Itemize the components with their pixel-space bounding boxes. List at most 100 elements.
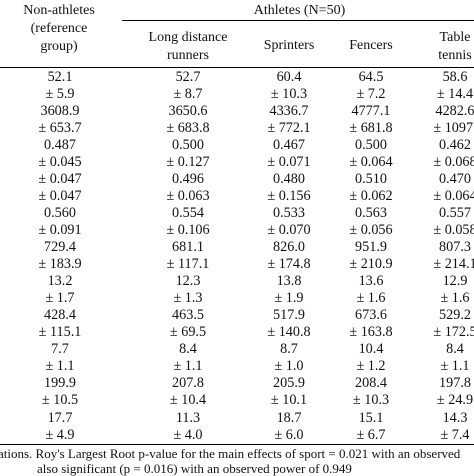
table-cell: ± 14.4: [436, 85, 474, 102]
table-cell: ± 0.064: [433, 187, 474, 204]
header-non-athletes-line-1: Non-athletes: [23, 3, 95, 18]
table-cell: 951.9: [355, 239, 387, 255]
table-cell: ± 0.064: [349, 153, 393, 170]
table-cell: ± 6.0: [274, 426, 304, 443]
header-col-long-distance-line-2: runners: [167, 48, 209, 63]
table-cell: 207.8: [172, 375, 204, 392]
table-cell: 0.467: [273, 136, 305, 153]
table-cell: ± 10.1: [270, 392, 308, 409]
table-cell: 3608.9: [40, 102, 80, 119]
table-cell: 11.3: [175, 409, 201, 426]
table-cell: 10.4: [358, 341, 384, 358]
table-cell: ± 0.106: [166, 221, 210, 238]
table-cell: ± 1.0: [274, 358, 304, 375]
table-cell: 0.500: [355, 136, 387, 153]
table-cell: ± 0.045: [38, 153, 82, 170]
table-cell: 58.6: [442, 68, 468, 85]
table-cell: 4282.6: [435, 102, 474, 119]
table-cell: 0.563: [355, 204, 387, 221]
athletes-group-rule: [122, 20, 474, 21]
table-cell: 826.0: [273, 239, 305, 255]
table-cell: ± 117.1: [166, 256, 210, 273]
table-cell: ± 1.2: [356, 358, 386, 375]
header-athletes-group: Athletes (N=50): [253, 3, 346, 18]
table-cell: ± 115.1: [38, 324, 82, 341]
table-cell: ± 0.056: [349, 221, 393, 238]
table-cell: ± 140.8: [267, 324, 311, 341]
table-cell: ± 7.4: [440, 426, 470, 443]
table-cell: 0.533: [273, 204, 305, 221]
table-cell: 13.2: [47, 273, 73, 290]
header-col-sprinters-line-1: Sprinters: [263, 38, 315, 53]
table-cell: 8.7: [280, 341, 298, 358]
table-cell: 8.4: [446, 341, 464, 358]
table-cell: ± 772.1: [267, 119, 311, 136]
table-cell: ± 1.1: [173, 358, 203, 375]
table-cell: ± 5.9: [45, 85, 75, 102]
table-cell: 17.7: [47, 409, 73, 426]
table-cell: 0.470: [439, 170, 471, 187]
table-cell: 463.5: [172, 307, 204, 324]
table-cell: ± 0.062: [349, 187, 393, 204]
table-cell: ± 0.071: [267, 153, 311, 170]
header-col-table-tennis: Table tennis: [417, 29, 474, 65]
header-non-athletes: Non-athletes (reference group): [0, 2, 118, 56]
table-cell: ± 0.058: [433, 221, 474, 238]
table-cell: 3650.6: [168, 102, 208, 119]
table-cell: 807.3: [439, 239, 471, 255]
table-cell: 199.9: [44, 375, 76, 392]
table-cell: 12.3: [175, 273, 201, 290]
table-cell: ± 10.4: [169, 392, 207, 409]
table-cell: ± 681.8: [349, 119, 393, 136]
table-cell: ± 4.9: [45, 426, 75, 443]
table-cell: 64.5: [358, 68, 384, 85]
table-cell: ± 214.1: [433, 256, 474, 273]
table-cell: ± 1.7: [45, 290, 75, 307]
header-col-fencers-line-1: Fencers: [349, 38, 393, 53]
table-cell: 0.557: [439, 204, 471, 221]
table-cell: 0.560: [44, 204, 76, 221]
table-cell: 13.8: [276, 273, 302, 290]
table-cell: 14.3: [442, 409, 468, 426]
table-cell: ± 8.7: [173, 85, 203, 102]
table-cell: ± 163.8: [349, 324, 393, 341]
table-cell: ± 0.091: [38, 221, 82, 238]
header-col-table-tennis-line-1: Table: [439, 30, 471, 45]
table-cell: 673.6: [355, 307, 387, 324]
table-cell: ± 69.5: [169, 324, 207, 341]
table-cell: 529.2: [439, 307, 471, 324]
table-cell: 4336.7: [269, 102, 309, 119]
table-cell: 18.7: [276, 409, 302, 426]
table-cell: 4777.1: [351, 102, 391, 119]
header-col-long-distance: Long distance runners: [122, 29, 254, 65]
table-cell: 0.480: [273, 170, 305, 187]
table-cell: ± 4.0: [173, 426, 203, 443]
table-cell: ± 0.068: [433, 153, 474, 170]
table-cell: ± 1.6: [440, 290, 470, 307]
table-cell: ± 172.5: [433, 324, 474, 341]
table-cell: 0.496: [172, 170, 204, 187]
table-cell: 517.9: [273, 307, 305, 324]
header-non-athletes-line-3: group): [40, 39, 78, 54]
table-cell: ± 0.047: [38, 187, 82, 204]
table-cell: 0.462: [439, 136, 471, 153]
table-cell: ± 1097.: [433, 119, 474, 136]
header-col-long-distance-line-1: Long distance: [148, 30, 228, 45]
footnote-line-2: also significant (p = 0.016) with an obs…: [37, 461, 352, 476]
table-cell: 8.4: [179, 341, 197, 358]
table-cell: ± 183.9: [38, 256, 82, 273]
table-cell: 729.4: [44, 239, 76, 255]
table-cell: 52.7: [175, 68, 201, 85]
table-cell: 15.1: [358, 409, 384, 426]
table-cell: 0.487: [44, 136, 76, 153]
header-col-fencers: Fencers: [333, 37, 409, 55]
table-cell: 428.4: [44, 307, 76, 324]
header-col-sprinters: Sprinters: [251, 37, 327, 55]
table-cell: ± 0.127: [166, 153, 210, 170]
table-cell: 12.9: [442, 273, 468, 290]
table-cell: ± 24.9: [436, 392, 474, 409]
table-cell: ± 10.3: [352, 392, 390, 409]
table-cell: ± 0.063: [166, 187, 210, 204]
table-cell: ± 174.8: [267, 256, 311, 273]
table-cell: 7.7: [51, 341, 69, 358]
